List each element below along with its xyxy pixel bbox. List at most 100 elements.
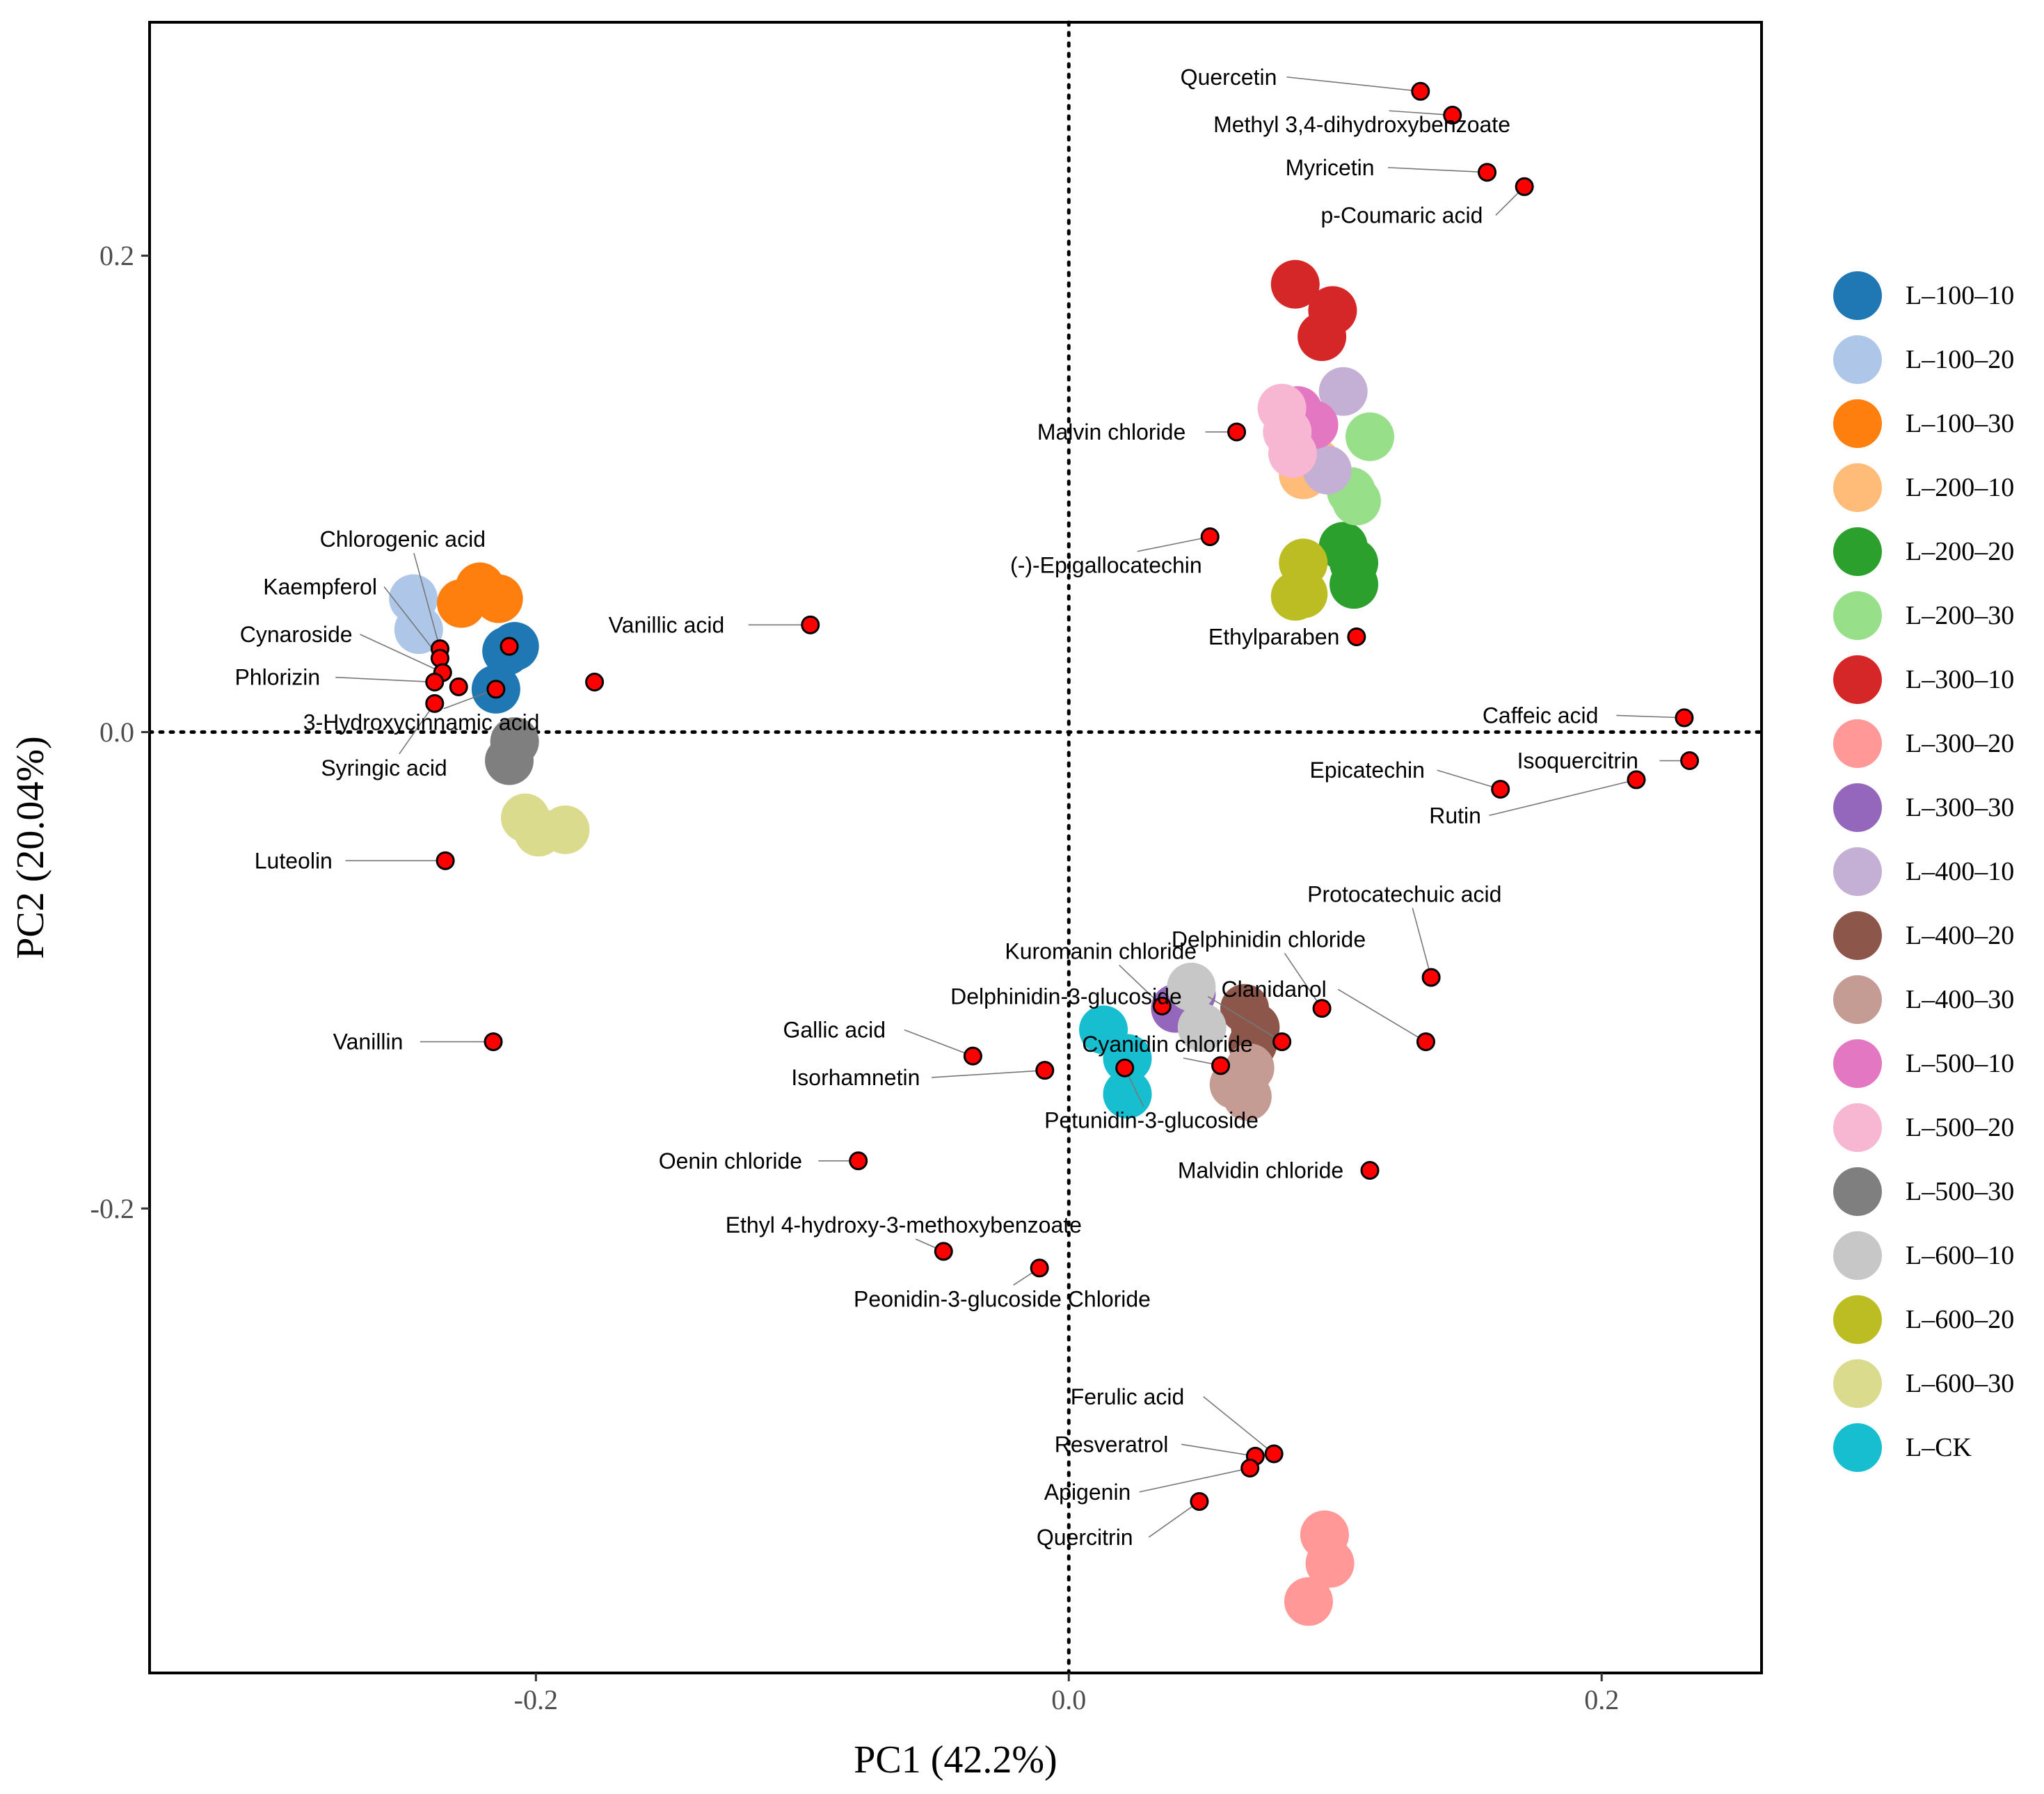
- leader-line: [335, 676, 435, 683]
- leader-line: [1139, 1467, 1250, 1493]
- compound-point: [484, 1032, 503, 1052]
- sample-point-15-1: [1177, 1003, 1227, 1052]
- compound-label: Rutin: [1429, 803, 1481, 828]
- sample-point-17-2: [541, 805, 590, 854]
- compound-label: Cyanidin chloride: [1082, 1032, 1252, 1057]
- compound-point: [1272, 1032, 1292, 1052]
- compound-label: Kaempferol: [263, 575, 377, 600]
- compound-point: [449, 677, 468, 696]
- compound-point: [1035, 1061, 1055, 1080]
- compound-point: [585, 673, 605, 692]
- legend-swatch: [1833, 527, 1882, 576]
- compound-points: [425, 81, 1700, 1511]
- sample-point-13-2: [1268, 429, 1317, 478]
- compound-label: Delphinidin-3-glucoside: [950, 984, 1182, 1009]
- compound-label: Gallic acid: [783, 1017, 886, 1042]
- legend-label: L–300–20: [1906, 729, 2014, 758]
- compound-label: 3-Hydroxycinnamic acid: [303, 710, 540, 735]
- leader-line: [1286, 76, 1421, 93]
- compound-point: [436, 851, 455, 870]
- legend-swatch: [1833, 655, 1882, 704]
- leader-line: [1137, 536, 1211, 552]
- sample-point-18-2: [1103, 1069, 1152, 1119]
- sample-point-2-2: [437, 579, 486, 628]
- leader-line: [1412, 908, 1432, 978]
- compound-label: Protocatechuic acid: [1307, 881, 1501, 906]
- sample-point-9-0: [1318, 367, 1368, 416]
- legend-label: L–200–30: [1906, 601, 2014, 630]
- leader-line: [413, 552, 441, 649]
- compound-point: [1227, 422, 1247, 442]
- sample-point-6-2: [1298, 312, 1347, 361]
- compound-label: Syringic acid: [321, 755, 447, 780]
- legend-swatch: [1833, 783, 1882, 832]
- sample-point-6-0: [1270, 259, 1320, 309]
- legend-label: L–600–10: [1906, 1241, 2014, 1270]
- compound-label: Phlorizin: [234, 665, 320, 690]
- legend-label: L–100–30: [1906, 409, 2014, 438]
- y-tick-label: 0.0: [99, 716, 134, 748]
- legend-swatch: [1833, 847, 1882, 896]
- legend-swatch: [1833, 335, 1882, 384]
- compound-label: Luteolin: [255, 848, 333, 873]
- compound-point: [1152, 996, 1172, 1016]
- compound-label: Resveratrol: [1055, 1432, 1169, 1457]
- compound-label: Caffeic acid: [1483, 703, 1599, 728]
- leader-line: [1437, 769, 1501, 790]
- legend-label: L–300–10: [1906, 665, 2014, 694]
- legend-swatch: [1833, 1423, 1882, 1472]
- leader-line: [1616, 714, 1684, 719]
- sample-point-4-2: [1330, 560, 1379, 609]
- sample-point-7-1: [1305, 1539, 1355, 1588]
- legend-swatch: [1833, 1103, 1882, 1152]
- leader-line: [1337, 988, 1426, 1043]
- compound-point: [1675, 708, 1694, 728]
- compound-point: [1680, 751, 1700, 771]
- leader-line: [1148, 1500, 1200, 1538]
- compound-point: [1030, 1258, 1049, 1278]
- compound-label: Methyl 3,4-dihydroxybenzoate: [1213, 112, 1510, 137]
- sample-point-14-1: [485, 736, 534, 785]
- compound-point: [934, 1242, 953, 1261]
- sample-point-11-2: [1222, 1072, 1272, 1121]
- sample-point-16-2: [1279, 569, 1328, 618]
- compound-point: [1478, 163, 1497, 182]
- y-tick-label: -0.2: [90, 1193, 134, 1224]
- compound-label: Petunidin-3-glucoside: [1044, 1108, 1259, 1133]
- compound-label: Isorhamnetin: [791, 1065, 920, 1090]
- compound-labels: Quercetin Methyl 3,4-dihydroxybenzoate Myr…: [234, 65, 1638, 1550]
- leader-line: [399, 703, 436, 755]
- compound-point: [1200, 527, 1220, 547]
- compound-point: [1211, 1056, 1231, 1075]
- y-axis-title: PC2 (20.04%): [9, 736, 52, 959]
- legend-swatch: [1833, 399, 1882, 448]
- sample-point-5-2: [1332, 476, 1381, 526]
- legend-swatch: [1833, 1359, 1882, 1408]
- sample-point-15-0: [1167, 962, 1216, 1011]
- compound-point: [425, 673, 445, 692]
- legend-swatch: [1833, 911, 1882, 960]
- compound-label: (-)-Epigallocatechin: [1010, 553, 1202, 578]
- legend-swatch: [1833, 975, 1882, 1024]
- compound-point: [801, 615, 820, 634]
- legend: L–100–10 L–100–20 L–100–30 L–200–10 L–200–20…: [1833, 271, 2014, 1472]
- leader-line: [1181, 1443, 1256, 1457]
- legend-label: L–100–10: [1906, 281, 2014, 310]
- x-tick-label: 0.2: [1584, 1684, 1619, 1715]
- compound-label: Quercetin: [1181, 65, 1277, 90]
- compound-label: Chlorogenic acid: [320, 527, 486, 552]
- compound-label: Vanillic acid: [609, 612, 725, 637]
- y-tick-label: 0.2: [99, 240, 134, 271]
- compound-label: Epicatechin: [1309, 758, 1424, 783]
- compound-label: p-Coumaric acid: [1320, 202, 1483, 227]
- legend-label: L–400–30: [1906, 985, 2014, 1014]
- legend-swatch: [1833, 271, 1882, 320]
- compound-label: Kuromanin chloride: [1005, 938, 1197, 963]
- compound-label: Vanillin: [333, 1030, 404, 1055]
- compound-label: Quercitrin: [1037, 1525, 1133, 1550]
- compound-label: Clanidanol: [1222, 977, 1327, 1002]
- legend-label: L–100–20: [1906, 345, 2014, 374]
- sample-point-7-2: [1284, 1577, 1333, 1626]
- leader-line: [904, 1029, 973, 1057]
- legend-swatch: [1833, 463, 1882, 512]
